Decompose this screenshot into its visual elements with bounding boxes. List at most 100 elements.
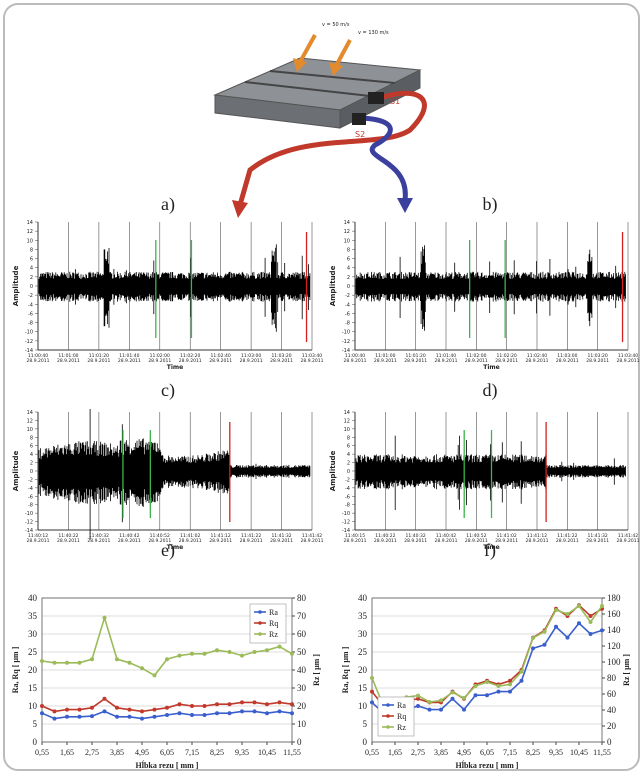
point (252, 700, 257, 705)
legend-label: Ra (269, 608, 278, 617)
y-tick-label: -10 (25, 330, 33, 336)
y-tick-label: 6 (347, 444, 350, 450)
y-tick-label: 0 (33, 737, 38, 747)
y2-tick-label: 0 (607, 737, 612, 747)
x-tick-date: 28.9.2011 (209, 358, 232, 364)
point (102, 615, 107, 620)
x-tick-label: 4,95 (135, 748, 149, 757)
point (215, 702, 219, 707)
x-tick-date: 28.9.2011 (586, 358, 609, 364)
y-tick-label: -6 (28, 494, 33, 500)
x-tick-date: 28.9.2011 (209, 538, 232, 544)
point (90, 714, 94, 719)
x-tick-date: 28.9.2011 (556, 358, 579, 364)
y-tick-label: -10 (342, 511, 350, 517)
x-tick-date: 28.9.2011 (435, 358, 458, 364)
x-tick-label: 3,85 (110, 748, 124, 757)
x-tick-label: 11:02:20 (180, 353, 200, 359)
point (277, 709, 282, 714)
y-tick-label: -10 (25, 511, 33, 517)
y-tick-label: 35 (28, 611, 38, 621)
x-tick-date: 28.9.2011 (404, 538, 427, 544)
x-tick-date: 28.9.2011 (404, 358, 427, 364)
y-tick-label: 15 (28, 683, 38, 693)
y-tick-label: 5 (363, 719, 368, 729)
point (52, 716, 57, 721)
point (600, 628, 604, 633)
sensor-label: S2 (355, 130, 365, 139)
y-tick-label: -4 (28, 486, 33, 492)
x-tick-label: 3,85 (434, 748, 448, 757)
y-tick-label: 20 (358, 665, 368, 675)
x-tick-label: 2,75 (85, 748, 99, 757)
y-tick-label: 12 (27, 229, 33, 235)
x-tick-date: 28.9.2011 (27, 358, 50, 364)
x-axis-title: Time (167, 364, 183, 371)
legend-label: Ra (397, 701, 406, 710)
y-tick-label: -4 (345, 302, 350, 308)
point (115, 705, 119, 710)
x-tick-label: 1,65 (60, 748, 74, 757)
y2-tick-label: 0 (297, 737, 302, 747)
x-tick-label: 11:01:40 (119, 353, 139, 359)
y-tick-label: 6 (30, 257, 33, 263)
x-tick-date: 28.9.2011 (57, 538, 80, 544)
point (227, 711, 232, 716)
y-tick-label: -14 (342, 528, 350, 534)
y-tick-label: 2 (30, 275, 33, 281)
y-tick-label: 4 (30, 266, 33, 272)
point (577, 604, 581, 608)
x-tick-label: 11:02:20 (497, 353, 517, 359)
y-tick-label: 35 (358, 611, 368, 621)
x-tick-label: 11:41:12 (527, 533, 547, 539)
x-tick-date: 28.9.2011 (148, 538, 171, 544)
point (531, 646, 535, 651)
x-tick-date: 28.9.2011 (118, 538, 141, 544)
y-tick-label: 8 (30, 247, 33, 253)
legend-swatch (386, 725, 390, 729)
point (554, 608, 558, 612)
point (52, 709, 57, 714)
x-tick-label: 8,25 (526, 748, 540, 757)
cable-s2 (361, 115, 408, 201)
point (277, 700, 282, 705)
point (40, 704, 44, 708)
point (370, 676, 374, 680)
y-tick-label: 0 (30, 284, 33, 290)
x-tick-date: 28.9.2011 (435, 538, 458, 544)
point (485, 680, 489, 684)
point (202, 713, 207, 717)
sensor-label: S1 (390, 97, 400, 106)
y-tick-label: 10 (344, 427, 350, 433)
x-tick-label: 11:03:40 (618, 353, 638, 359)
y-tick-label: 10 (344, 238, 350, 244)
x-tick-label: 11:40:32 (406, 533, 426, 539)
x-tick-label: 0,55 (365, 748, 379, 757)
x-tick-date: 28.9.2011 (495, 538, 518, 544)
y-tick-label: -4 (345, 486, 350, 492)
point (265, 702, 269, 707)
y-tick-label: -6 (345, 311, 350, 317)
y2-tick-label: 180 (607, 593, 621, 603)
x-tick-label: 11,55 (283, 748, 301, 757)
point (577, 621, 581, 626)
point (65, 660, 69, 665)
y-tick-label: 8 (347, 247, 350, 253)
y-tick-label: 4 (30, 452, 33, 458)
x-tick-date: 28.9.2011 (617, 358, 640, 364)
point (140, 709, 144, 714)
y-tick-label: -8 (345, 503, 350, 509)
point (90, 705, 94, 710)
point (588, 632, 593, 636)
point (450, 696, 455, 701)
y-tick-label: -2 (28, 293, 33, 299)
y-tick-label: 14 (344, 410, 350, 416)
y-tick-label: -6 (28, 311, 33, 317)
y2-tick-label: 80 (607, 673, 617, 683)
y-tick-label: 30 (358, 629, 368, 639)
point (542, 629, 547, 634)
y-tick-label: 10 (27, 427, 33, 433)
x-tick-label: 11:02:40 (211, 353, 231, 359)
y-axis-title: Amplitude (12, 450, 20, 491)
y-tick-label: 6 (30, 444, 33, 450)
